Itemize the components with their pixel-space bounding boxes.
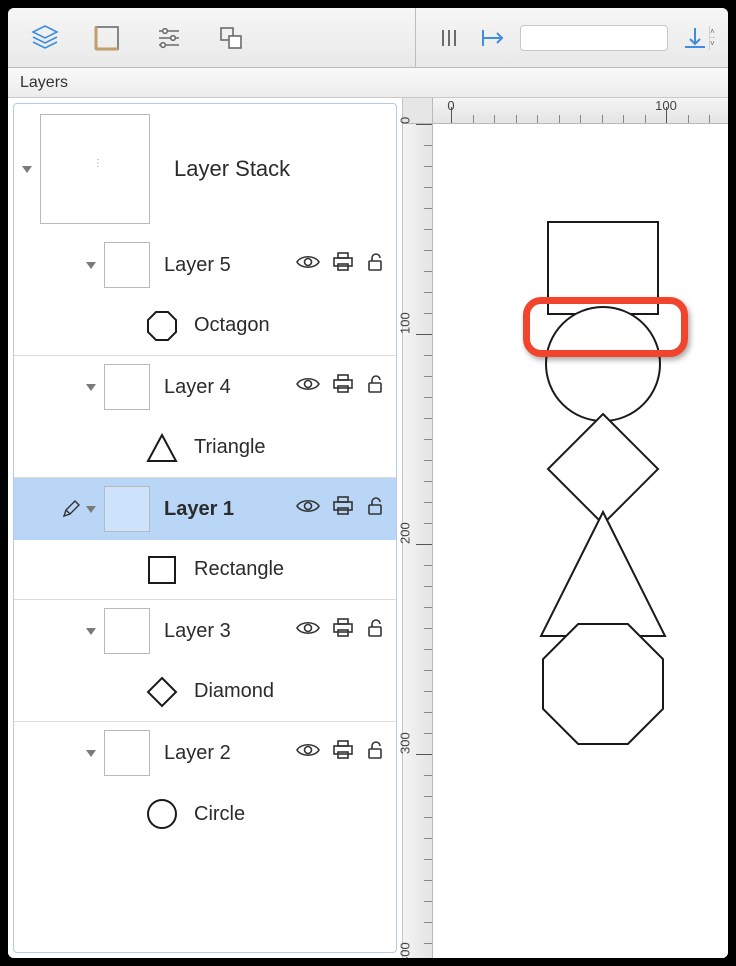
layer-row[interactable]: Layer 3 — [14, 600, 396, 662]
lock-icon[interactable] — [366, 252, 386, 278]
print-icon[interactable] — [332, 252, 354, 278]
disclosure-icon[interactable] — [86, 262, 96, 269]
layer-thumbnail — [104, 364, 150, 410]
layer-row[interactable]: Layer 4 — [14, 356, 396, 418]
layer-name: Layer 2 — [164, 742, 296, 765]
layer-row[interactable]: Layer 2 — [14, 722, 396, 784]
edit-icon — [62, 500, 80, 518]
print-icon[interactable] — [332, 496, 354, 522]
sliders-tool-icon[interactable] — [152, 21, 186, 55]
layer-thumbnail — [104, 242, 150, 288]
shape-label: Octagon — [194, 314, 270, 337]
shape-row[interactable]: Circle — [14, 784, 396, 844]
print-icon[interactable] — [332, 374, 354, 400]
circle-icon — [144, 796, 180, 832]
layer-row[interactable]: Layer 5 — [14, 234, 396, 296]
layers-tool-icon[interactable] — [28, 21, 62, 55]
disclosure-icon[interactable] — [86, 628, 96, 635]
ruler-start-icon[interactable] — [476, 21, 510, 55]
layer-row[interactable]: Layer 1 — [14, 478, 396, 540]
diamond-icon — [144, 674, 180, 710]
shapes-tool-icon[interactable] — [214, 21, 248, 55]
visibility-icon[interactable] — [296, 741, 320, 765]
stack-thumbnail — [40, 114, 150, 224]
shape-label: Diamond — [194, 680, 274, 703]
disclosure-icon[interactable] — [22, 166, 32, 173]
lock-icon[interactable] — [366, 740, 386, 766]
canvas[interactable] — [433, 124, 728, 958]
layer-thumbnail — [104, 730, 150, 776]
shape-label: Circle — [194, 803, 245, 826]
ruler-horizontal[interactable]: 0100 — [433, 98, 728, 124]
canvas-area: 0100 0100200300400 — [403, 98, 728, 958]
layer-thumbnail — [104, 608, 150, 654]
dimension-field[interactable]: ˄˅ — [520, 25, 668, 51]
octagon-icon — [144, 308, 180, 344]
layer-stack-row[interactable]: Layer Stack — [14, 104, 396, 234]
disclosure-icon[interactable] — [86, 384, 96, 391]
shape-label: Triangle — [194, 436, 266, 459]
visibility-icon[interactable] — [296, 619, 320, 643]
layer-name: Layer 3 — [164, 620, 296, 643]
layer-thumbnail — [104, 486, 150, 532]
layer-name: Layer 4 — [164, 376, 296, 399]
selection-highlight — [523, 297, 688, 357]
shape-row[interactable]: Rectangle — [14, 540, 396, 600]
disclosure-icon[interactable] — [86, 750, 96, 757]
layers-list: Layer Stack Layer 5 Octagon Layer 4 Triangl… — [13, 103, 397, 953]
layers-sidebar: Layer Stack Layer 5 Octagon Layer 4 Triangl… — [8, 98, 403, 958]
shape-label: Rectangle — [194, 558, 284, 581]
layer-name: Layer 5 — [164, 254, 296, 277]
align-bottom-icon[interactable] — [678, 21, 712, 55]
lock-icon[interactable] — [366, 374, 386, 400]
shape-row[interactable]: Diamond — [14, 662, 396, 722]
panel-header: Layers — [8, 68, 728, 98]
visibility-icon[interactable] — [296, 253, 320, 277]
lock-icon[interactable] — [366, 618, 386, 644]
visibility-icon[interactable] — [296, 497, 320, 521]
panel-title: Layers — [20, 74, 68, 92]
stack-label: Layer Stack — [174, 156, 290, 182]
shape-row[interactable]: Triangle — [14, 418, 396, 478]
layer-name: Layer 1 — [164, 498, 296, 521]
shape-row[interactable]: Octagon — [14, 296, 396, 356]
visibility-icon[interactable] — [296, 375, 320, 399]
print-icon[interactable] — [332, 618, 354, 644]
rectangle-icon — [144, 552, 180, 588]
print-icon[interactable] — [332, 740, 354, 766]
columns-icon[interactable] — [432, 21, 466, 55]
ruler-vertical[interactable]: 0100200300400 — [403, 124, 433, 958]
toolbar: ˄˅ — [8, 8, 728, 68]
triangle-icon — [144, 430, 180, 466]
disclosure-icon[interactable] — [86, 506, 96, 513]
canvas-tool-icon[interactable] — [90, 21, 124, 55]
app-window: ˄˅ Layers Layer Stack Layer 5OctagonLaye… — [8, 8, 728, 958]
lock-icon[interactable] — [366, 496, 386, 522]
